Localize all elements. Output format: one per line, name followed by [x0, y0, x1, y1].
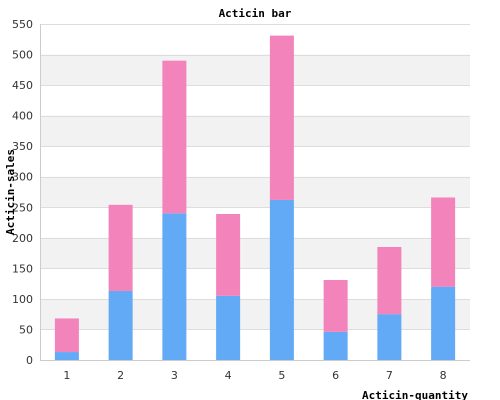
- x-tick-label: 3: [171, 369, 178, 382]
- x-axis-label: Acticin-quantity: [362, 389, 468, 400]
- bar-segment-series-2: [54, 318, 79, 353]
- bar-segment-series-2: [431, 197, 456, 287]
- y-axis-label: Acticin-sales: [4, 149, 17, 235]
- bar-segment-series-2: [108, 204, 133, 291]
- bar-segment-series-2: [216, 213, 241, 296]
- y-tick-label: 350: [12, 140, 33, 153]
- x-tick-label: 5: [278, 369, 285, 382]
- y-tick-label: 450: [12, 79, 33, 92]
- bar-segment-series-2: [269, 35, 294, 200]
- bar-segment-series-1: [216, 295, 241, 360]
- chart-title: Acticin bar: [219, 7, 292, 20]
- grid-band: [40, 176, 470, 208]
- x-tick-label: 6: [332, 369, 339, 382]
- y-tick-label: 150: [12, 262, 33, 275]
- y-tick-label: 550: [12, 18, 33, 31]
- bar-series: [54, 35, 456, 360]
- y-tick-labels: 0 50 100 150 200 250 300 350 400 450 500 550: [12, 18, 33, 367]
- axes: [40, 24, 470, 361]
- bar-segment-series-1: [162, 213, 187, 360]
- bar-segment-series-1: [54, 352, 79, 360]
- y-tick-label: 250: [12, 201, 33, 214]
- grid-band: [40, 298, 470, 330]
- grid-band: [40, 115, 470, 147]
- y-tick-label: 500: [12, 49, 33, 62]
- x-tick-label: 7: [386, 369, 393, 382]
- y-tick-label: 50: [19, 323, 33, 336]
- bar-segment-series-1: [269, 199, 294, 360]
- grid-band: [40, 237, 470, 269]
- bar-segment-series-2: [162, 60, 187, 214]
- bar-segment-series-1: [431, 286, 456, 360]
- bar-segment-series-2: [377, 246, 402, 315]
- y-tick-label: 400: [12, 110, 33, 123]
- x-tick-label: 4: [225, 369, 232, 382]
- y-tick-label: 200: [12, 232, 33, 245]
- bar-segment-series-1: [108, 290, 133, 360]
- grid-band: [40, 54, 470, 86]
- y-tick-label: 300: [12, 171, 33, 184]
- bar-segment-series-2: [323, 279, 348, 332]
- bar-segment-series-1: [377, 314, 402, 360]
- y-tick-label: 0: [26, 354, 33, 367]
- x-tick-label: 2: [117, 369, 124, 382]
- x-tick-label: 8: [440, 369, 447, 382]
- x-tick-labels: 1 2 3 4 5 6 7 8: [63, 369, 446, 382]
- x-tick-label: 1: [63, 369, 70, 382]
- y-tick-label: 100: [12, 293, 33, 306]
- grid-bands: [40, 54, 470, 330]
- bar-segment-series-1: [323, 331, 348, 360]
